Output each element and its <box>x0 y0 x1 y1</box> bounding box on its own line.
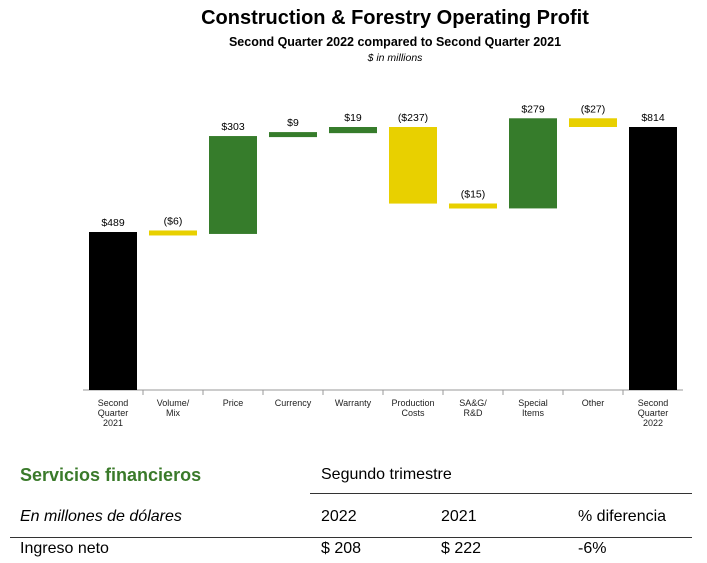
x-tick-label: SA&G/R&D <box>459 398 487 418</box>
x-tick-label: Volume/Mix <box>157 398 190 418</box>
bar <box>89 232 137 390</box>
chart-title: Construction & Forestry Operating Profit <box>201 7 589 29</box>
x-tick-label: Special Items <box>518 398 548 418</box>
bar <box>149 230 197 236</box>
table-cell: $ 222 <box>441 540 482 557</box>
x-tick-label: Second Quarter 2021 <box>98 398 129 428</box>
table-units-label: En millones de dólares <box>20 508 182 525</box>
x-tick-label: Second Quarter 2022 <box>638 398 669 428</box>
bar <box>389 127 437 204</box>
data-label: ($27) <box>581 103 606 115</box>
table-period-header: Segundo trimestre <box>321 466 452 483</box>
x-tick-label: Other <box>582 398 605 408</box>
table-column-header: 2022 <box>321 508 357 525</box>
table-row-label: Ingreso neto <box>20 540 109 557</box>
x-tick-label: Price <box>223 398 244 408</box>
table-cell: -6% <box>578 540 607 557</box>
data-label: $814 <box>641 112 665 124</box>
x-tick-label: Warranty <box>335 398 372 408</box>
x-tick-label: Production Costs <box>391 398 434 418</box>
data-label: $9 <box>287 117 299 129</box>
chart-units: $ in millions <box>367 52 423 64</box>
data-label: $279 <box>521 103 545 115</box>
table-column-header: 2021 <box>441 508 477 525</box>
table-row-rule <box>10 537 692 538</box>
table-cell: $ 208 <box>321 540 362 557</box>
waterfall-chart: $489 Second Quarter 2021 ($6) Volume/Mix $303 P… <box>83 103 683 428</box>
data-label: $303 <box>221 121 245 133</box>
table-column-header: % diferencia <box>578 508 667 525</box>
table-header-rule <box>310 493 692 494</box>
bar <box>209 136 257 234</box>
data-label: ($15) <box>461 188 486 200</box>
data-label: ($6) <box>164 215 183 227</box>
data-label: $489 <box>101 217 125 229</box>
data-label: $19 <box>344 112 362 124</box>
data-label: ($237) <box>398 112 428 124</box>
chart-subtitle: Second Quarter 2022 compared to Second Q… <box>228 35 562 49</box>
x-tick-label: Currency <box>275 398 312 408</box>
bar <box>509 118 557 209</box>
bar <box>269 132 317 138</box>
table-heading: Servicios financieros <box>20 465 202 485</box>
bar <box>629 127 677 390</box>
bar <box>449 203 497 209</box>
bar <box>329 127 377 134</box>
bar <box>569 118 617 127</box>
